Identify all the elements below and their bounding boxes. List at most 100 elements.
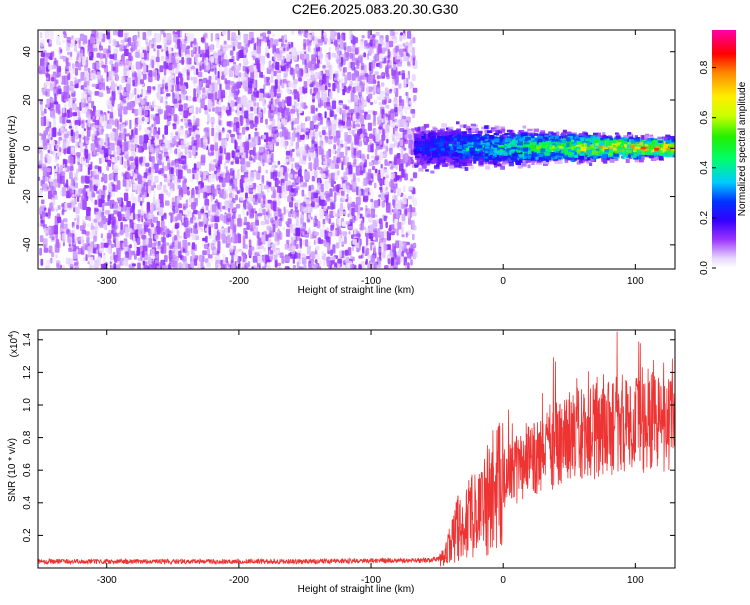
- spectrogram-cell: [103, 201, 107, 207]
- spectrogram-cell: [213, 229, 217, 236]
- spectrogram-cell: [87, 261, 90, 265]
- spectrogram-cell: [386, 74, 390, 80]
- spectrogram-cell: [373, 84, 378, 93]
- spectrogram-cell: [165, 59, 170, 63]
- spectrogram-cell: [191, 202, 196, 210]
- spectrogram-cell: [193, 39, 197, 46]
- spectrogram-cell: [204, 258, 209, 264]
- spectrogram-cell: [78, 119, 81, 126]
- spectrogram-cell: [89, 264, 92, 269]
- spectrogram-cell: [321, 157, 325, 162]
- spectrogram-cell: [192, 76, 198, 84]
- spectrogram-cell: [203, 172, 206, 178]
- spectrogram-cell: [85, 119, 88, 123]
- spectrogram-cell: [319, 259, 322, 265]
- spectrogram-cell: [413, 251, 418, 258]
- spectrogram-cell: [156, 62, 160, 68]
- spectrogram-cell: [285, 107, 290, 116]
- spectrogram-cell: [169, 149, 173, 155]
- spectrogram-cell: [331, 100, 337, 110]
- spectrogram-cell: [274, 220, 278, 229]
- spectrogram-cell: [306, 59, 310, 63]
- spectrogram-cell: [333, 144, 336, 150]
- spectrogram-cell: [237, 42, 242, 49]
- spectrogram-cell: [266, 155, 271, 163]
- spectrogram-cell: [285, 150, 291, 156]
- spectrogram-cell: [401, 72, 405, 80]
- spectrogram-cell: [302, 206, 307, 212]
- spectrogram-cell: [210, 164, 215, 171]
- spectrogram-cell: [129, 135, 133, 140]
- spectrogram-cell: [302, 134, 305, 138]
- spectrogram-cell: [163, 212, 167, 220]
- spectrogram-cell: [252, 231, 256, 236]
- spectrogram-cell: [93, 168, 98, 176]
- spectrogram-cell: [231, 255, 234, 263]
- spectrogram-cell: [400, 117, 404, 128]
- spectrogram-cell: [261, 209, 266, 216]
- spectrogram-cell: [396, 187, 402, 196]
- spectrogram-cell: [218, 99, 222, 107]
- spectrogram-cell: [185, 122, 188, 129]
- spectrogram-cell: [319, 71, 322, 80]
- spectrogram-cell: [385, 35, 389, 40]
- spectrogram-cell: [247, 77, 251, 82]
- spectrogram-cell: [70, 80, 74, 87]
- spectrogram-cell: [314, 215, 317, 221]
- spectrogram-cell: [291, 248, 296, 255]
- spectrogram-cell: [396, 227, 399, 236]
- spectrogram-cell: [121, 132, 126, 140]
- spectrogram-cell: [376, 88, 381, 93]
- spectrogram-cell: [53, 87, 59, 96]
- spectrogram-cell: [317, 167, 322, 171]
- spectrogram-cell: [118, 197, 122, 206]
- spectrogram-cell: [301, 30, 304, 34]
- spectrogram-cell: [322, 126, 327, 130]
- spectrogram-cell: [137, 31, 140, 39]
- spectrogram-cell: [196, 68, 199, 76]
- spectrogram-cell: [329, 91, 333, 100]
- spectrogram-cell: [375, 168, 378, 174]
- spectrogram-cell: [64, 161, 68, 168]
- spectrogram-cell: [151, 55, 156, 59]
- spectrogram-cell: [372, 222, 376, 230]
- spectrogram-cell: [122, 179, 127, 187]
- spectrogram-cell: [205, 138, 208, 147]
- spectrogram-cell: [408, 100, 412, 105]
- spectrogram-cell: [198, 107, 202, 114]
- spectrogram-cell: [373, 111, 378, 116]
- spectrogram-cell: [277, 85, 281, 93]
- spectrogram-cell: [303, 81, 307, 89]
- spectrogram-cell: [144, 228, 147, 234]
- spectrogram-cell: [381, 82, 385, 87]
- spectrogram-cell: [324, 34, 327, 40]
- spectrogram-cell: [53, 173, 58, 180]
- spectrogram-cell: [202, 87, 206, 93]
- spectrogram-cell: [39, 99, 43, 105]
- spectrogram-cell: [40, 103, 43, 112]
- spectrogram-cell: [260, 220, 266, 226]
- spectrogram-cell: [60, 189, 63, 196]
- spectrogram-cell: [303, 254, 307, 259]
- spectrogram-cell: [137, 174, 142, 185]
- spectrogram-cell: [71, 177, 74, 187]
- spectrogram-cell: [347, 226, 353, 230]
- spectrogram-cell: [162, 265, 166, 269]
- spectrogram-cell: [214, 93, 218, 101]
- spectrogram-cell: [352, 124, 356, 129]
- spectrogram-cell: [346, 256, 350, 264]
- spectrogram-cell: [83, 43, 87, 49]
- spectrogram-cell: [253, 106, 256, 115]
- spectrogram-cell: [195, 118, 200, 127]
- spectrogram-cell: [199, 81, 202, 91]
- spectrogram-cell: [385, 203, 391, 213]
- spectrogram-cell: [368, 217, 373, 223]
- spectrogram-cell: [134, 87, 137, 96]
- spectrogram-cell: [393, 98, 398, 107]
- spectrogram-cell: [199, 268, 204, 269]
- spectrogram-cell: [94, 242, 97, 248]
- spectrogram-cell: [112, 66, 116, 71]
- spectrogram-cell: [186, 186, 190, 190]
- spectrogram-cell: [339, 140, 344, 144]
- spectrogram-cell: [174, 92, 180, 99]
